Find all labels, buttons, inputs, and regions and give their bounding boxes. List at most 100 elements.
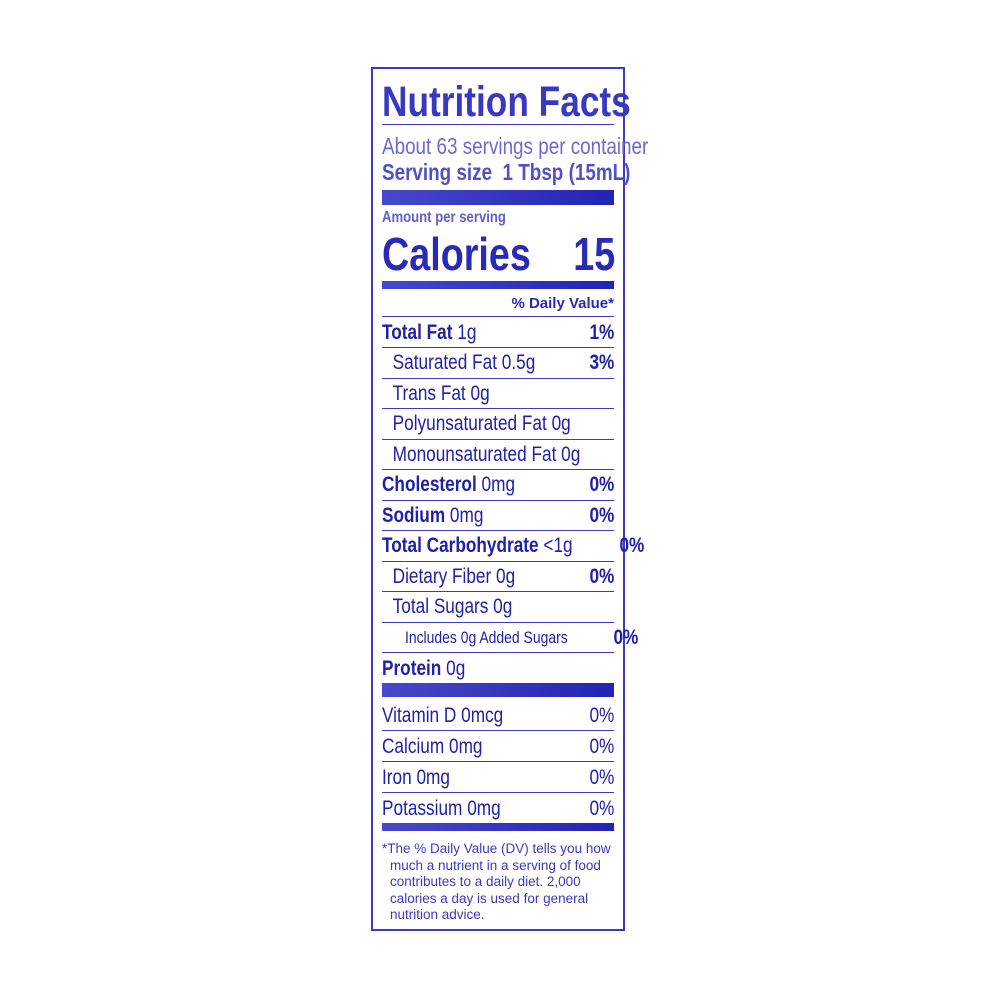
vitamin-label: Potassium 0mg (382, 797, 501, 821)
nutrient-amount: 0mg (449, 503, 484, 527)
nutrient-amount: 0mg (481, 473, 516, 496)
servings-per-container: About 63 servings per container (382, 133, 648, 159)
footnote-line: contributes to a daily diet. 2,000 (390, 874, 581, 889)
footnote-line: *The % Daily Value (DV) tells you how (382, 841, 611, 856)
nutrient-name: Includes 0g Added Sugars (404, 627, 568, 647)
thick-divider (382, 823, 614, 831)
nutrient-label: Cholesterol 0mg (382, 473, 515, 497)
nutrient-amount: 0g (446, 656, 466, 680)
nutrient-row: Includes 0g Added Sugars 0% (382, 623, 639, 653)
nutrient-amount: 1g (457, 320, 477, 344)
footnote-line: much a nutrient in a serving of food (390, 857, 601, 873)
amount-per-serving-text: Amount per serving (382, 209, 506, 226)
nutrient-row: Saturated Fat 0.5g 3% (382, 349, 614, 379)
vitamin-daily-value: 0% (589, 703, 614, 727)
calories-label: Calories (382, 228, 531, 280)
nutrient-row: Dietary Fiber 0g 0% (382, 562, 614, 592)
nutrient-name: Dietary Fiber (392, 564, 492, 588)
nutrient-row: Cholesterol 0mg 0% (382, 471, 614, 501)
nutrient-row: Polyunsaturated Fat 0g (382, 410, 614, 440)
thick-divider (382, 683, 614, 697)
serving-size-value: 1 Tbsp (15mL) (502, 159, 631, 185)
nutrient-daily-value: 0% (613, 625, 639, 649)
serving-size: Serving size 1 Tbsp (15mL) (382, 159, 630, 185)
vitamin-name: Calcium (382, 734, 445, 758)
nutrient-label: Trans Fat 0g (382, 382, 490, 406)
nutrient-daily-value: 3% (589, 351, 614, 374)
vitamin-label: Iron 0mg (382, 766, 450, 790)
nutrient-name: Monounsaturated Fat (392, 442, 557, 466)
vitamin-row: Calcium 0mg 0% (382, 732, 614, 762)
nutrient-amount: 0g (496, 564, 516, 588)
nutrient-name: Saturated Fat (392, 351, 498, 374)
calories-value: 15 (572, 228, 615, 280)
nutrient-daily-value: 0% (589, 473, 614, 496)
nutrient-daily-value: 1% (589, 320, 614, 344)
thick-divider (382, 190, 614, 205)
thick-divider (382, 281, 614, 289)
vitamin-row: Vitamin D 0mcg 0% (382, 701, 614, 731)
nutrient-daily-value: 0% (619, 534, 645, 557)
nutrient-amount: 0g (493, 595, 513, 618)
nutrient-row: Sodium 0mg 0% (382, 501, 614, 531)
vitamin-amount: 0mcg (461, 703, 504, 727)
vitamin-amount: 0mg (448, 734, 483, 758)
nutrient-amount: 0g (470, 381, 490, 405)
nutrient-row: Total Carbohydrate <1g 0% (382, 532, 645, 562)
daily-value-header: % Daily Value* (382, 295, 614, 312)
nutrient-amount: 0g (561, 442, 581, 466)
vitamin-amount: 0mg (467, 797, 501, 820)
nutrient-label: Sodium 0mg (382, 504, 483, 528)
nutrient-row: Total Fat 1g 1% (382, 318, 614, 348)
nutrient-label: Polyunsaturated Fat 0g (382, 412, 571, 436)
vitamin-row: Potassium 0mg 0% (382, 794, 614, 824)
vitamin-daily-value: 0% (589, 797, 614, 820)
footnote-line: calories a day is used for general (390, 890, 589, 906)
nutrient-row: Trans Fat 0g (382, 379, 614, 409)
vitamin-name: Potassium (382, 797, 463, 820)
vitamin-daily-value: 0% (589, 765, 614, 789)
nutrient-label: Total Fat 1g (382, 321, 476, 345)
label-title: Nutrition Facts (382, 77, 631, 127)
nutrient-name: Trans Fat (392, 381, 466, 405)
nutrition-facts-label: Nutrition Facts About 63 servings per co… (371, 67, 648, 931)
nutrient-daily-value: 0% (589, 564, 614, 588)
nutrient-name: Total Fat (382, 320, 453, 344)
nutrient-name: Sodium (382, 503, 446, 527)
nutrient-label: Dietary Fiber 0g (382, 564, 516, 589)
vitamin-name: Iron (382, 765, 412, 789)
servings-text: About 63 servings per container (382, 133, 649, 159)
vitamin-row: Iron 0mg 0% (382, 763, 614, 793)
divider (382, 316, 614, 317)
calories-row: Calories 15 (382, 226, 615, 282)
nutrient-amount: 0.5g (501, 351, 536, 374)
amount-per-serving: Amount per serving (382, 209, 614, 227)
vitamin-daily-value: 0% (589, 734, 614, 758)
serving-size-label: Serving size (382, 159, 493, 185)
nutrient-row: Total Sugars 0g (382, 593, 614, 623)
nutrient-row: Monounsaturated Fat 0g (382, 440, 614, 470)
nutrient-amount: 0g (551, 412, 571, 435)
nutrient-label: Includes 0g Added Sugars (382, 628, 568, 648)
nutrient-amount: <1g (543, 534, 573, 557)
vitamin-amount: 0mg (416, 765, 450, 789)
nutrient-label: Saturated Fat 0.5g (382, 351, 536, 375)
nutrient-row: Protein 0g (382, 654, 614, 684)
nutrient-name: Cholesterol (382, 473, 477, 496)
title-text: Nutrition Facts (382, 78, 631, 126)
vitamin-name: Vitamin D (382, 703, 457, 727)
nutrient-name: Polyunsaturated Fat (392, 412, 547, 435)
divider (382, 124, 614, 125)
nutrient-label: Protein 0g (382, 657, 465, 681)
nutrient-name: Protein (382, 656, 442, 680)
nutrient-daily-value: 0% (589, 503, 614, 527)
footnote: *The % Daily Value (DV) tells you how muc… (382, 841, 614, 924)
vitamin-label: Calcium 0mg (382, 735, 483, 759)
nutrient-name: Total Sugars (392, 595, 489, 618)
vitamin-label: Vitamin D 0mcg (382, 704, 503, 728)
nutrient-label: Total Sugars 0g (382, 595, 513, 619)
nutrient-label: Total Carbohydrate <1g (382, 534, 573, 558)
nutrient-label: Monounsaturated Fat 0g (382, 442, 581, 467)
daily-value-header-text: % Daily Value* (511, 295, 614, 312)
nutrient-name: Total Carbohydrate (382, 534, 539, 557)
